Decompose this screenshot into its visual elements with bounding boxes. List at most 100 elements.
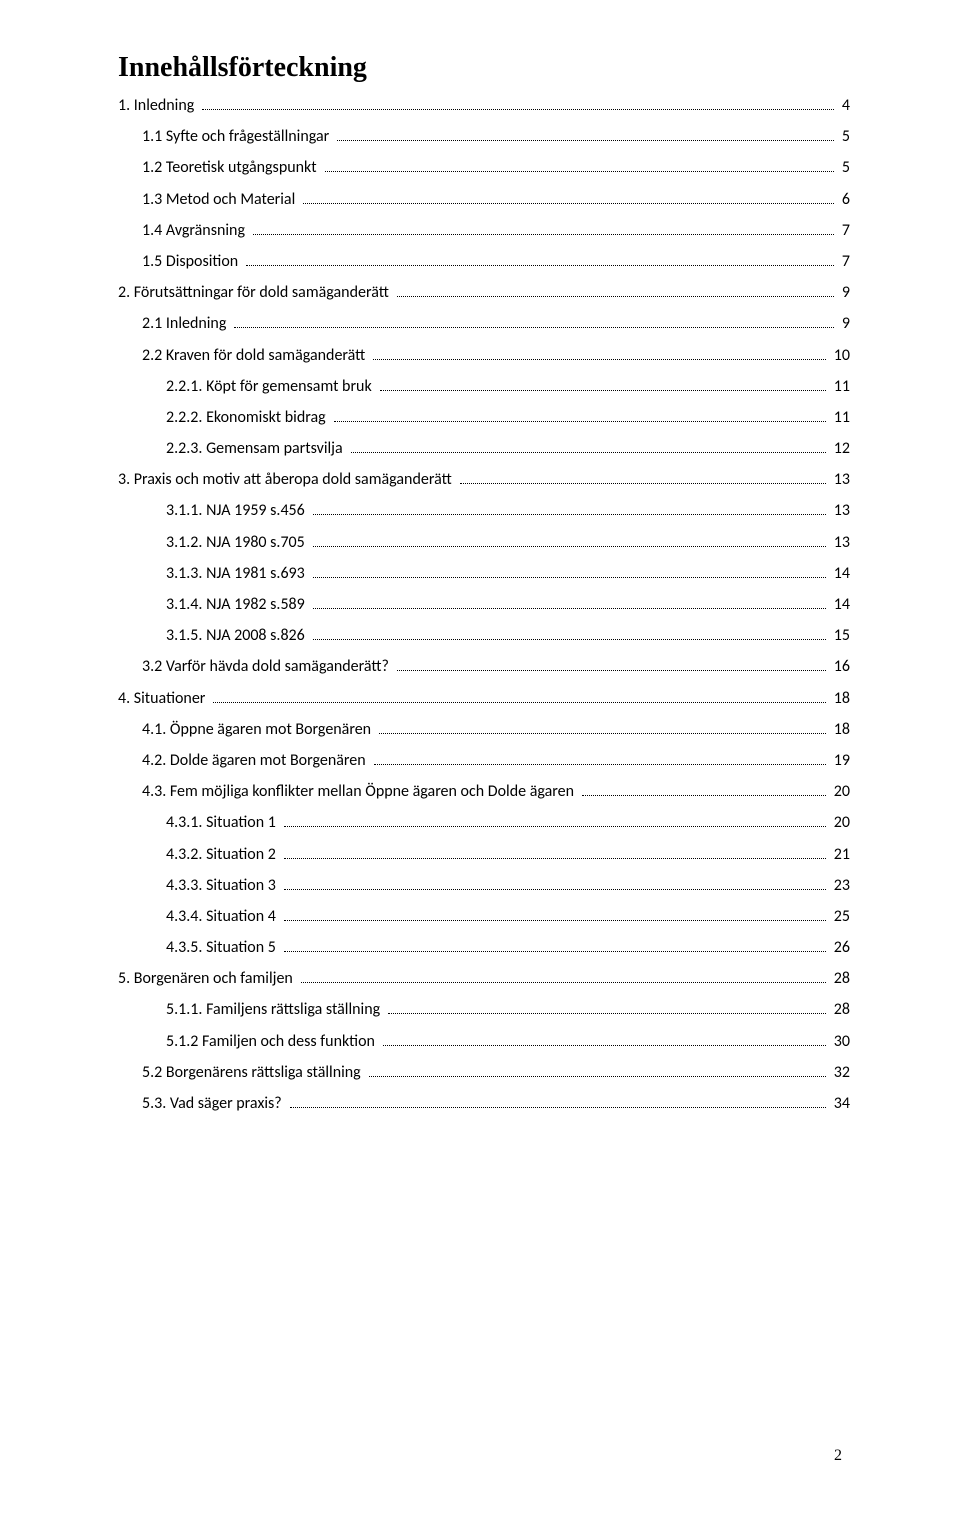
- toc-leader-dots: [380, 377, 826, 391]
- toc-entry-page: 16: [830, 655, 850, 678]
- toc-leader-dots: [369, 1063, 826, 1077]
- toc-entry-page: 9: [838, 281, 850, 304]
- toc-entry[interactable]: 3.1.1. NJA 1959 s.45613: [118, 499, 850, 522]
- toc-entry-label: 3.1.3. NJA 1981 s.693: [166, 562, 309, 585]
- toc-entry-label: 4.3.2. Situation 2: [166, 843, 280, 866]
- toc-leader-dots: [313, 626, 826, 640]
- toc-entry[interactable]: 3.1.4. NJA 1982 s.58914: [118, 593, 850, 616]
- toc-entry-label: 2.2.1. Köpt för gemensamt bruk: [166, 375, 376, 398]
- toc-entry-page: 28: [830, 967, 850, 990]
- toc-entry[interactable]: 1.5 Disposition7: [118, 250, 850, 273]
- toc-leader-dots: [253, 221, 834, 235]
- toc-entry-page: 21: [830, 843, 850, 866]
- toc-entry[interactable]: 4. Situationer 18: [118, 687, 850, 710]
- toc-entry-page: 18: [830, 687, 850, 710]
- toc-entry-label: 1.3 Metod och Material: [142, 188, 299, 211]
- toc-entry[interactable]: 4.1. Öppne ägaren mot Borgenären18: [118, 718, 850, 741]
- toc-entry[interactable]: 3.1.2. NJA 1980 s.70513: [118, 531, 850, 554]
- toc-entry[interactable]: 3.1.3. NJA 1981 s.693 14: [118, 562, 850, 585]
- toc-entry-label: 2.2.3. Gemensam partsvilja: [166, 437, 347, 460]
- toc-leader-dots: [284, 907, 826, 921]
- toc-entry-page: 4: [838, 94, 850, 117]
- toc-entry[interactable]: 1.2 Teoretisk utgångspunkt 5: [118, 156, 850, 179]
- toc-entry[interactable]: 4.3.5. Situation 526: [118, 936, 850, 959]
- toc-entry-label: 3.2 Varför hävda dold samäganderätt?: [142, 655, 393, 678]
- toc-entry[interactable]: 2. Förutsättningar för dold samäganderät…: [118, 281, 850, 304]
- toc-entry-label: 5.1.2 Familjen och dess funktion: [166, 1030, 379, 1053]
- toc-entry-label: 4. Situationer: [118, 687, 209, 710]
- toc-entry-page: 25: [830, 905, 850, 928]
- page-number: 2: [834, 1447, 842, 1465]
- toc-leader-dots: [337, 127, 834, 141]
- toc-entry[interactable]: 4.3.4. Situation 4 25: [118, 905, 850, 928]
- toc-entry[interactable]: 3. Praxis och motiv att åberopa dold sam…: [118, 468, 850, 491]
- toc-leader-dots: [284, 845, 826, 859]
- toc-entry-page: 20: [830, 780, 850, 803]
- toc-entry-page: 28: [830, 998, 850, 1021]
- toc-leader-dots: [325, 159, 834, 173]
- toc-entry-label: 3.1.5. NJA 2008 s.826: [166, 624, 309, 647]
- toc-entry[interactable]: 3.2 Varför hävda dold samäganderätt? 16: [118, 655, 850, 678]
- toc-entry-label: 4.3.1. Situation 1: [166, 811, 280, 834]
- toc-entry-label: 2. Förutsättningar för dold samäganderät…: [118, 281, 393, 304]
- toc-entry[interactable]: 5.1.1. Familjens rättsliga ställning 28: [118, 998, 850, 1021]
- document-page: Innehållsförteckning 1. Inledning 4 1.1 Sy…: [0, 0, 960, 1521]
- toc-entry[interactable]: 4.3.1. Situation 120: [118, 811, 850, 834]
- toc-entry-page: 12: [830, 437, 850, 460]
- toc-entry-label: 5.3. Vad säger praxis?: [142, 1092, 286, 1115]
- toc-leader-dots: [246, 252, 834, 266]
- toc-entry[interactable]: 1.1 Syfte och frågeställningar5: [118, 125, 850, 148]
- toc-entry-page: 5: [838, 156, 850, 179]
- toc-entry-label: 5. Borgenären och familjen: [118, 967, 297, 990]
- toc-title: Innehållsförteckning: [118, 52, 850, 84]
- toc-entry[interactable]: 4.3.2. Situation 2 21: [118, 843, 850, 866]
- toc-entry-page: 34: [830, 1092, 850, 1115]
- toc-leader-dots: [374, 751, 826, 765]
- toc-leader-dots: [284, 876, 826, 890]
- toc-entry[interactable]: 4.3. Fem möjliga konflikter mellan Öppne…: [118, 780, 850, 803]
- toc-entry-page: 11: [830, 375, 850, 398]
- toc-leader-dots: [234, 315, 834, 329]
- toc-leader-dots: [301, 969, 826, 983]
- toc-entry-label: 1.2 Teoretisk utgångspunkt: [142, 156, 321, 179]
- toc-entry-page: 26: [830, 936, 850, 959]
- toc-leader-dots: [334, 408, 826, 422]
- toc-leader-dots: [397, 658, 826, 672]
- toc-entry-label: 4.3.4. Situation 4: [166, 905, 280, 928]
- toc-entry[interactable]: 3.1.5. NJA 2008 s.826 15: [118, 624, 850, 647]
- toc-entry[interactable]: 1.4 Avgränsning7: [118, 219, 850, 242]
- toc-entry[interactable]: 2.2.1. Köpt för gemensamt bruk 11: [118, 375, 850, 398]
- toc-entry-page: 13: [830, 499, 850, 522]
- toc-entry[interactable]: 4.2. Dolde ägaren mot Borgenären19: [118, 749, 850, 772]
- toc-leader-dots: [351, 439, 826, 453]
- toc-entry-page: 11: [830, 406, 850, 429]
- toc-entry[interactable]: 5.3. Vad säger praxis? 34: [118, 1092, 850, 1115]
- toc-leader-dots: [290, 1094, 826, 1108]
- toc-entry-page: 18: [830, 718, 850, 741]
- toc-leader-dots: [313, 533, 826, 547]
- toc-entry[interactable]: 5.1.2 Familjen och dess funktion 30: [118, 1030, 850, 1053]
- toc-entry[interactable]: 5.2 Borgenärens rättsliga ställning32: [118, 1061, 850, 1084]
- toc-entry-label: 4.3. Fem möjliga konflikter mellan Öppne…: [142, 780, 578, 803]
- toc-entry[interactable]: 4.3.3. Situation 323: [118, 874, 850, 897]
- toc-entry[interactable]: 2.1 Inledning9: [118, 312, 850, 335]
- toc-entry-label: 1. Inledning: [118, 94, 198, 117]
- toc-leader-dots: [313, 502, 826, 516]
- toc-entry[interactable]: 2.2.2. Ekonomiskt bidrag11: [118, 406, 850, 429]
- toc-entry-page: 14: [830, 562, 850, 585]
- toc-entry[interactable]: 5. Borgenären och familjen 28: [118, 967, 850, 990]
- toc-entry-label: 5.1.1. Familjens rättsliga ställning: [166, 998, 384, 1021]
- toc-entry[interactable]: 2.2 Kraven för dold samäganderätt10: [118, 344, 850, 367]
- toc-leader-dots: [213, 689, 825, 703]
- toc-container: 1. Inledning 4 1.1 Syfte och frågeställnin…: [118, 94, 850, 1115]
- toc-entry-page: 30: [830, 1030, 850, 1053]
- toc-entry[interactable]: 2.2.3. Gemensam partsvilja 12: [118, 437, 850, 460]
- toc-entry-page: 6: [838, 188, 850, 211]
- toc-entry-page: 32: [830, 1061, 850, 1084]
- toc-entry[interactable]: 1. Inledning 4: [118, 94, 850, 117]
- toc-entry-page: 23: [830, 874, 850, 897]
- toc-entry[interactable]: 1.3 Metod och Material 6: [118, 188, 850, 211]
- toc-entry-page: 15: [830, 624, 850, 647]
- toc-leader-dots: [582, 782, 826, 796]
- toc-leader-dots: [284, 814, 826, 828]
